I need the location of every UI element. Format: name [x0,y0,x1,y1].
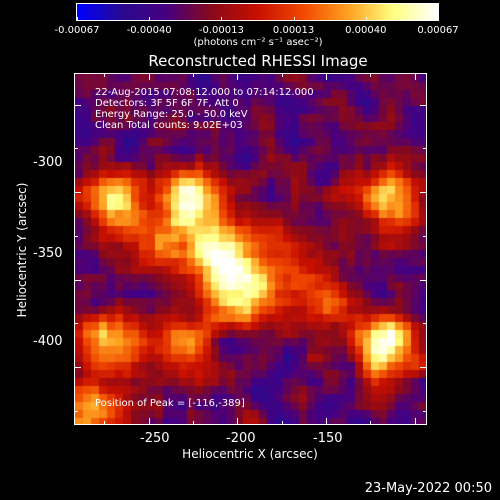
axis-tick [192,421,194,425]
plot-title: Reconstructed RHESSI Image [148,52,368,70]
colorbar-tick-label: -0.00067 [54,25,100,36]
x-tick-label: -150 [313,431,343,446]
axis-tick [420,104,427,106]
colorbar-units: (photons cm⁻² s⁻¹ asec⁻²) [193,37,323,48]
axis-tick [104,421,106,425]
colorbar-tick-label: -0.00040 [126,25,172,36]
colorbar-tick-label: -0.00013 [198,25,244,36]
axis-tick [192,73,194,77]
rhessi-image-heatmap [75,74,426,424]
plot-area: 22-Aug-2015 07:08:12.000 to 07:14:12.000… [74,73,427,425]
axis-tick [420,367,427,369]
axis-tick [237,418,239,425]
colorbar-tick [77,17,78,21]
axis-tick [414,418,416,425]
colorbar-tick [293,17,295,21]
footer-date: 23-May-2022 00:50 [364,481,492,496]
info-clean-counts: Clean Total counts: 9.02E+03 [95,120,243,131]
y-tick-label: -300 [33,155,63,170]
axis-tick [74,235,78,237]
axis-tick [281,73,283,77]
axis-tick [325,418,327,425]
x-tick-label: -200 [226,431,256,446]
info-energy-range: Energy Range: 25.0 - 50.0 keV [95,109,248,120]
info-detectors: Detectors: 3F 5F 6F 7F, Att 0 [95,98,239,109]
peak-position-label: Position of Peak = [-116,-389] [95,398,245,409]
axis-tick [74,367,81,369]
colorbar-tick [438,17,439,21]
colorbar-tick [221,17,223,21]
y-tick-label: -400 [33,334,63,349]
axis-tick [74,148,78,150]
colorbar [76,3,439,21]
axis-tick [74,104,81,106]
axis-tick [74,192,81,194]
axis-tick [74,410,78,412]
x-tick-label: -250 [140,431,170,446]
axis-tick [420,192,427,194]
axis-tick [74,279,81,281]
axis-tick [423,235,427,237]
colorbar-tick [365,17,367,21]
axis-tick [104,73,106,77]
axis-tick [325,73,327,80]
y-axis-label: Heliocentric Y (arcsec) [15,182,29,318]
colorbar-tick-label: 0.00040 [345,25,387,36]
axis-tick [370,73,372,77]
axis-tick [74,323,78,325]
axis-tick [237,73,239,80]
colorbar-tick [149,17,151,21]
x-axis-label: Heliocentric X (arcsec) [182,447,318,461]
axis-tick [423,148,427,150]
axis-tick [148,73,150,80]
axis-tick [414,73,416,80]
axis-tick [423,410,427,412]
colorbar-tick-label: 0.00013 [272,25,315,36]
axis-tick [420,279,427,281]
axis-tick [423,323,427,325]
colorbar-tick-label: 0.00067 [417,25,459,36]
axis-tick [281,421,283,425]
axis-tick [370,421,372,425]
y-tick-label: -350 [33,246,63,261]
info-time-range: 22-Aug-2015 07:08:12.000 to 07:14:12.000 [95,87,314,98]
axis-tick [148,418,150,425]
